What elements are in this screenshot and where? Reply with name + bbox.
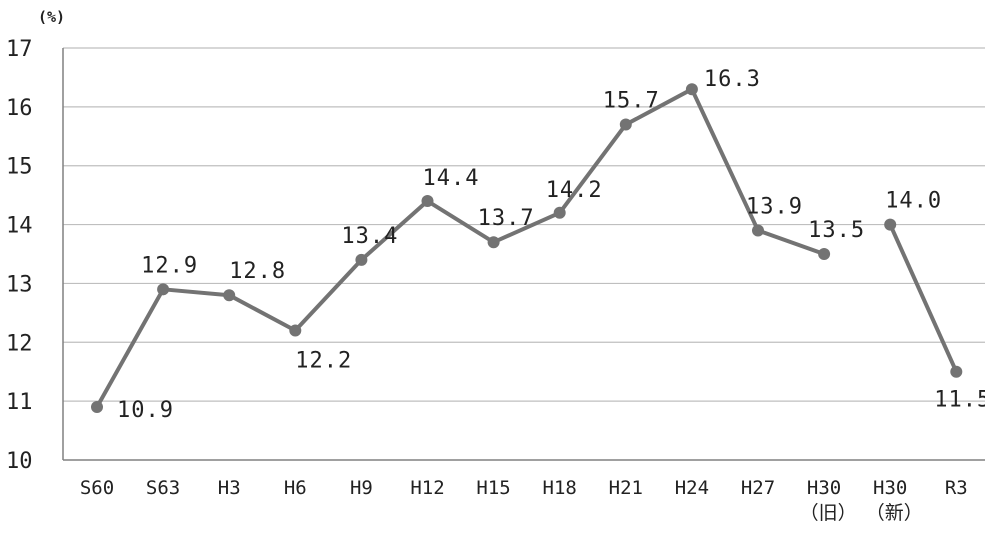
data-label: 13.9 [746,194,803,219]
x-tick-label: S63 [146,477,180,499]
x-tick-label: H30 [807,477,841,499]
x-tick-label: S60 [80,477,114,499]
data-point [91,401,103,414]
y-tick-label: 16 [6,96,33,121]
data-point [223,289,236,302]
y-tick-label: 10 [6,449,33,474]
data-point [355,253,368,266]
x-tick-label: H9 [350,477,373,499]
data-point [818,248,831,260]
x-tick-label: H18 [543,477,577,499]
data-point [884,218,897,231]
data-label: 12.9 [141,253,198,278]
data-point [950,365,963,378]
data-label: 13.4 [341,224,398,249]
y-tick-label: 12 [6,331,33,356]
data-label: 14.2 [546,178,603,203]
x-tick-sublabel: （旧） [800,502,857,524]
x-tick-label: R3 [945,477,968,499]
x-tick-label: H27 [741,477,775,499]
x-tick-label: H30 [873,477,907,499]
x-tick-label: H24 [675,477,709,499]
x-tick-label: H6 [284,477,307,499]
data-point [421,195,434,208]
data-label: 13.5 [808,218,865,243]
y-tick-label: 17 [6,37,33,62]
data-label: 12.2 [295,349,352,374]
series-line [888,223,959,373]
x-tick-label: H15 [476,477,510,499]
y-tick-label: 15 [6,155,33,180]
data-label: 10.9 [117,398,174,423]
y-unit-label: (%) [38,8,65,26]
data-point [752,224,764,237]
x-tick-label: H12 [410,477,444,499]
data-label: 12.8 [229,259,286,284]
data-label: 14.0 [885,189,942,214]
data-point [619,118,632,131]
y-tick-label: 14 [6,214,33,239]
data-label: 14.4 [423,166,480,191]
data-label: 16.3 [704,67,761,92]
data-point [487,236,500,249]
y-tick-label: 11 [6,390,33,415]
x-tick-sublabel: （新） [866,502,923,524]
data-point [157,283,170,296]
data-point [289,324,302,337]
data-label: 11.5 [934,388,985,413]
x-tick-label: H3 [218,477,241,499]
series-line [95,87,825,409]
data-label: 15.7 [603,89,660,114]
x-tick-label: H21 [609,477,643,499]
data-point [553,206,566,219]
data-point [685,83,698,96]
y-tick-label: 13 [6,272,33,297]
data-label: 13.7 [478,206,535,231]
